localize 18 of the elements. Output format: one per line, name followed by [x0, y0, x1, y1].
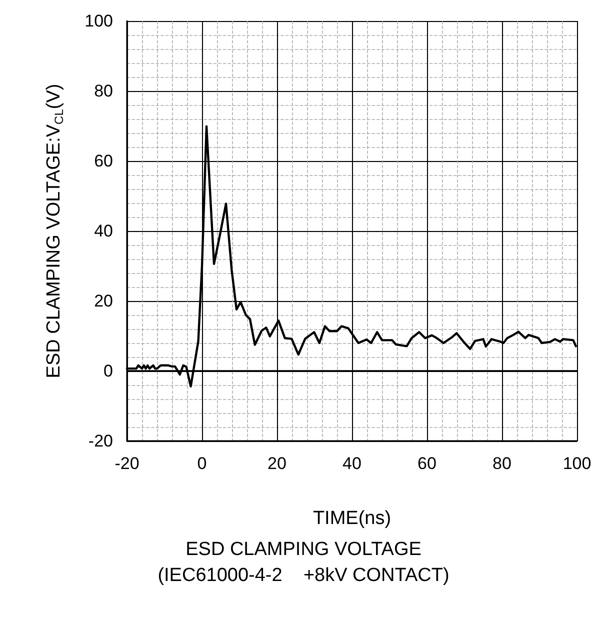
y-tick-label: 0	[104, 362, 113, 380]
y-tick-label: -20	[88, 432, 113, 450]
text: ESD CLAMPING VOLTAGE	[186, 539, 422, 560]
y-tick-label: 80	[94, 82, 113, 100]
x-tick-label: 0	[197, 454, 207, 473]
y-tick-label: 20	[94, 292, 113, 310]
y-tick-label: 40	[94, 222, 113, 240]
x-axis-title: TIME(ns)	[312, 508, 392, 529]
x-tick-label: 80	[492, 454, 512, 473]
text: (IEC61000-4-2 +8kV CONTACT)	[158, 565, 450, 586]
y-tick-label: 60	[94, 152, 113, 170]
x-tick-label: -20	[114, 454, 140, 473]
y-tick-label: 100	[84, 12, 113, 30]
x-tick-label: 20	[268, 454, 286, 473]
x-tick-label: 60	[418, 454, 436, 473]
y-axis-title: ESD CLAMPING VOLTAGE:VCL(V)	[44, 84, 66, 378]
x-tick-label: 100	[562, 454, 592, 473]
x-tick-label: 40	[342, 454, 362, 473]
